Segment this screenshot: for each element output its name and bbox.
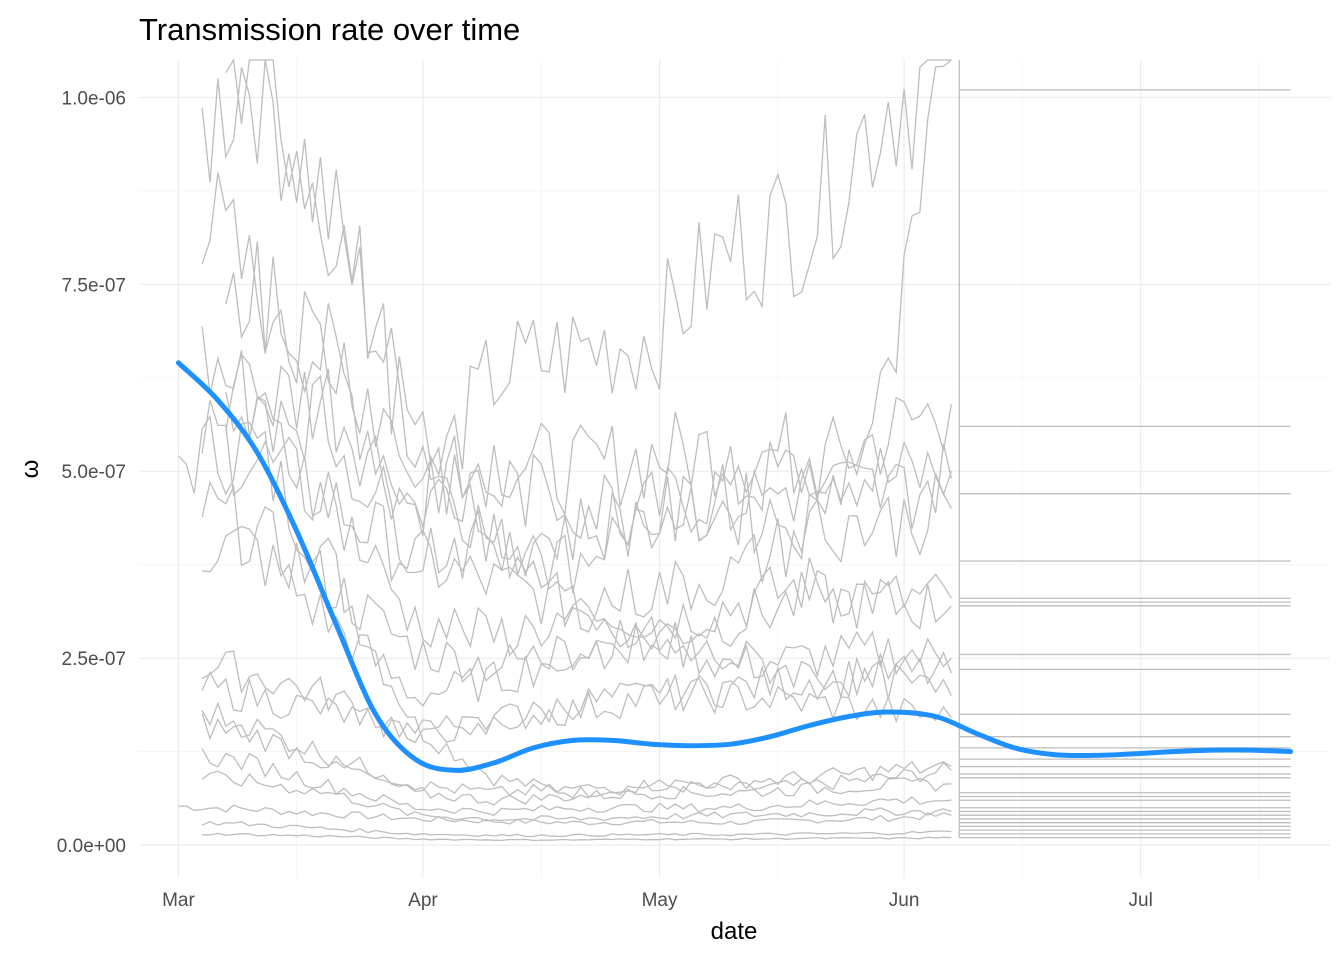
individual-series-layer [177, 58, 953, 842]
x-tick-labels: Mar Apr May Jun Jul [162, 890, 1153, 911]
smooth-layer [175, 360, 1294, 773]
y-tick-label: 2.5e-07 [62, 649, 126, 670]
individual-series-line [225, 241, 953, 550]
individual-series-line [201, 748, 952, 817]
individual-series-line [225, 391, 952, 700]
x-axis-title: date [711, 918, 758, 945]
y-tick-label: 5.0e-07 [62, 462, 126, 483]
individual-series-line [225, 352, 952, 579]
individual-series-line [202, 525, 952, 707]
y-tick-label: 0.0e+00 [57, 836, 126, 857]
horizontal-tail-layer [958, 60, 1291, 839]
individual-series-line [201, 820, 952, 838]
individual-series-line [201, 713, 952, 806]
individual-series-line [201, 172, 953, 530]
y-axis-title: ω [17, 460, 44, 479]
x-tick-label: Mar [162, 890, 195, 911]
individual-series-line [177, 414, 952, 799]
x-tick-label: Jul [1129, 890, 1153, 911]
individual-series-line [201, 670, 952, 744]
individual-series-line [202, 832, 952, 842]
chart-title: Transmission rate over time [139, 12, 520, 47]
individual-series-line [201, 59, 952, 536]
individual-series-line [201, 770, 952, 822]
individual-series-line [178, 804, 952, 826]
individual-series-line [201, 650, 953, 743]
smooth-trend-line [175, 360, 1294, 773]
individual-series-line [201, 59, 953, 594]
y-tick-label: 1.0e-06 [62, 88, 126, 109]
x-tick-label: Jun [889, 890, 920, 911]
x-tick-label: May [642, 890, 678, 911]
individual-series-line [225, 58, 952, 633]
y-tick-label: 7.5e-07 [62, 275, 126, 296]
individual-series-line [201, 701, 952, 797]
x-tick-label: Apr [408, 890, 438, 911]
y-tick-labels: 0.0e+00 2.5e-07 5.0e-07 7.5e-07 1.0e-06 [57, 88, 126, 857]
